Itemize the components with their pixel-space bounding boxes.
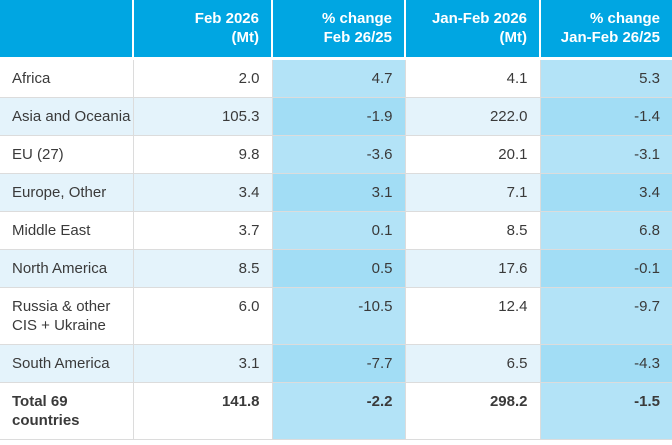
col-header-feb-2026-mt: Feb 2026 (Mt)	[133, 0, 273, 60]
table-row-south-america: South America 3.1 -7.7 6.5 -4.3	[0, 344, 672, 383]
feb-mt-cell: 6.0	[133, 287, 273, 345]
feb-mt-cell: 3.1	[133, 344, 273, 383]
feb-pct-cell: -10.5	[272, 287, 406, 345]
col-header-pct-change-jan-feb: % change Jan-Feb 26/25	[540, 0, 672, 60]
feb-pct-cell: 4.7	[272, 58, 406, 98]
feb-mt-cell: 141.8	[133, 382, 273, 440]
feb-pct-cell: 0.5	[272, 249, 406, 288]
col-header-region	[0, 0, 134, 60]
janfeb-mt-cell: 7.1	[405, 173, 541, 212]
janfeb-pct-cell: 3.4	[540, 173, 672, 212]
table-row-middle-east: Middle East 3.7 0.1 8.5 6.8	[0, 211, 672, 250]
feb-mt-cell: 9.8	[133, 135, 273, 174]
col-header-line2: Jan-Feb 26/25	[560, 29, 660, 47]
region-cell: South America	[0, 344, 134, 383]
col-header-jan-feb-2026-mt: Jan-Feb 2026 (Mt)	[405, 0, 541, 60]
region-cell: Russia & other CIS + Ukraine	[0, 287, 134, 345]
janfeb-mt-cell: 4.1	[405, 58, 541, 98]
region-cell: North America	[0, 249, 134, 288]
feb-mt-cell: 8.5	[133, 249, 273, 288]
feb-mt-cell: 2.0	[133, 58, 273, 98]
col-header-pct-change-feb: % change Feb 26/25	[272, 0, 406, 60]
janfeb-pct-cell: -0.1	[540, 249, 672, 288]
janfeb-mt-cell: 8.5	[405, 211, 541, 250]
feb-mt-cell: 3.7	[133, 211, 273, 250]
table-row-total: Total 69 countries 141.8 -2.2 298.2 -1.5	[0, 382, 672, 440]
table-row-eu-27: EU (27) 9.8 -3.6 20.1 -3.1	[0, 135, 672, 174]
feb-pct-cell: 0.1	[272, 211, 406, 250]
region-cell: Asia and Oceania	[0, 97, 134, 136]
janfeb-pct-cell: 5.3	[540, 58, 672, 98]
feb-pct-cell: -3.6	[272, 135, 406, 174]
janfeb-pct-cell: -1.4	[540, 97, 672, 136]
feb-pct-cell: -2.2	[272, 382, 406, 440]
janfeb-pct-cell: -9.7	[540, 287, 672, 345]
region-cell: Africa	[0, 58, 134, 98]
janfeb-pct-cell: -3.1	[540, 135, 672, 174]
table-row-europe-other: Europe, Other 3.4 3.1 7.1 3.4	[0, 173, 672, 212]
header-row: Feb 2026 (Mt) % change Feb 26/25 Jan-Feb…	[0, 0, 672, 60]
janfeb-mt-cell: 17.6	[405, 249, 541, 288]
feb-pct-cell: 3.1	[272, 173, 406, 212]
janfeb-mt-cell: 20.1	[405, 135, 541, 174]
janfeb-pct-cell: -4.3	[540, 344, 672, 383]
col-header-line1: % change	[589, 10, 660, 28]
col-header-line2: Feb 26/25	[323, 29, 392, 47]
janfeb-mt-cell: 6.5	[405, 344, 541, 383]
region-cell: Middle East	[0, 211, 134, 250]
table-row-africa: Africa 2.0 4.7 4.1 5.3	[0, 58, 672, 98]
feb-mt-cell: 3.4	[133, 173, 273, 212]
janfeb-mt-cell: 12.4	[405, 287, 541, 345]
table-row-asia-oceania: Asia and Oceania 105.3 -1.9 222.0 -1.4	[0, 97, 672, 136]
feb-pct-cell: -7.7	[272, 344, 406, 383]
janfeb-mt-cell: 222.0	[405, 97, 541, 136]
feb-pct-cell: -1.9	[272, 97, 406, 136]
table-row-russia-cis-ukraine: Russia & other CIS + Ukraine 6.0 -10.5 1…	[0, 287, 672, 345]
col-header-line1: Jan-Feb 2026	[431, 10, 527, 28]
region-cell: EU (27)	[0, 135, 134, 174]
table-body: Africa 2.0 4.7 4.1 5.3 Asia and Oceania …	[0, 58, 672, 440]
janfeb-pct-cell: -1.5	[540, 382, 672, 440]
col-header-line2: (Mt)	[231, 29, 259, 47]
region-cell: Europe, Other	[0, 173, 134, 212]
janfeb-mt-cell: 298.2	[405, 382, 541, 440]
feb-mt-cell: 105.3	[133, 97, 273, 136]
table-row-north-america: North America 8.5 0.5 17.6 -0.1	[0, 249, 672, 288]
region-cell: Total 69 countries	[0, 382, 134, 440]
table-header: Feb 2026 (Mt) % change Feb 26/25 Jan-Feb…	[0, 0, 672, 60]
col-header-line1: % change	[321, 10, 392, 28]
col-header-line2: (Mt)	[499, 29, 527, 47]
col-header-line1: Feb 2026	[194, 10, 259, 28]
janfeb-pct-cell: 6.8	[540, 211, 672, 250]
